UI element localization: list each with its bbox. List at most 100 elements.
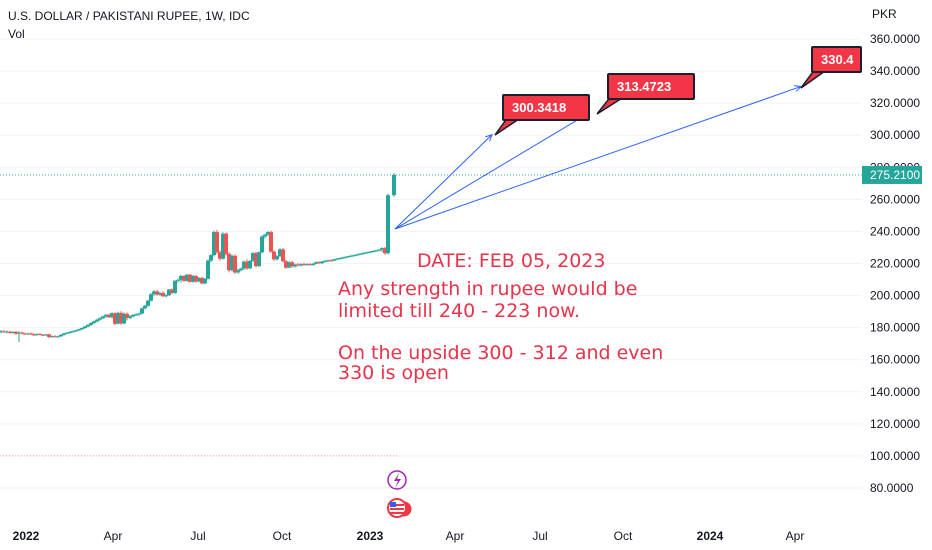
candle <box>305 263 309 266</box>
x-tick-label: Jul <box>532 529 547 543</box>
candle <box>98 317 102 321</box>
candle <box>365 251 369 254</box>
candle <box>89 322 93 327</box>
candle <box>314 261 318 265</box>
y-tick-label: 100.0000 <box>870 449 920 463</box>
candle <box>335 258 339 261</box>
volume-label[interactable]: Vol <box>8 27 25 41</box>
price-grid <box>0 38 862 489</box>
candle <box>65 331 69 335</box>
candle <box>320 260 324 264</box>
candle <box>47 333 51 339</box>
candle <box>158 291 162 296</box>
candle <box>311 262 315 266</box>
candle <box>26 332 30 336</box>
candle <box>50 335 54 338</box>
candle <box>161 291 165 298</box>
candle <box>317 261 321 264</box>
symbol-title[interactable]: U.S. DOLLAR / PAKISTANI RUPEE, 1W, IDC <box>8 9 250 23</box>
candles <box>0 173 396 343</box>
candle <box>86 324 90 328</box>
candle <box>362 252 366 255</box>
target-arrow-2[interactable] <box>394 113 589 230</box>
candle <box>2 329 6 333</box>
candle <box>95 318 99 323</box>
candle <box>125 312 129 321</box>
candle <box>353 254 357 257</box>
candle <box>275 255 279 261</box>
target-callout-1[interactable]: 300.3418 <box>502 94 590 121</box>
candle <box>71 330 75 333</box>
candle <box>11 331 15 334</box>
target-arrow-3[interactable] <box>394 85 802 230</box>
candle <box>134 313 138 317</box>
candle <box>221 232 225 260</box>
candle <box>338 257 342 260</box>
candle <box>296 262 300 267</box>
target-arrowhead <box>793 85 803 92</box>
candle <box>92 320 96 325</box>
x-tick-label: Jul <box>190 529 205 543</box>
candle <box>200 276 204 285</box>
target-arrow-1[interactable] <box>394 134 493 230</box>
candle <box>191 275 195 283</box>
candle <box>101 315 105 320</box>
candle <box>74 329 78 333</box>
candle <box>0 330 3 334</box>
candle <box>188 273 192 283</box>
candle <box>113 312 117 326</box>
candle <box>140 307 144 315</box>
y-tick-label: 160.0000 <box>870 353 920 367</box>
candle <box>35 333 39 336</box>
candle <box>182 275 186 282</box>
us-flag-icon[interactable] <box>387 498 413 518</box>
candle <box>116 311 120 325</box>
candle <box>359 252 363 256</box>
x-tick-label: 2024 <box>697 529 724 543</box>
candle <box>254 251 258 268</box>
candle <box>227 252 231 273</box>
y-tick-label: 360.0000 <box>870 32 920 46</box>
candle <box>107 313 111 319</box>
time-axis[interactable]: 2022 Apr Jul Oct 2023 Apr Jul Oct 2024 Apr <box>13 529 805 543</box>
candle <box>236 268 240 274</box>
candle <box>5 330 9 334</box>
candle <box>206 259 210 280</box>
target-callout-3[interactable]: 330.4 <box>811 46 862 73</box>
candle <box>251 252 255 262</box>
candle <box>329 259 333 262</box>
candle <box>167 288 171 296</box>
candle <box>299 263 303 267</box>
candle <box>326 259 330 262</box>
candle <box>203 277 207 285</box>
candle <box>143 304 147 310</box>
candle <box>260 235 264 254</box>
candle <box>377 249 381 252</box>
candle <box>119 311 123 325</box>
price-axis[interactable]: PKR360.0000340.0000320.0000300.0000280.0… <box>862 0 932 550</box>
candle <box>323 260 327 263</box>
currency-label: PKR <box>872 7 897 21</box>
candle <box>344 256 348 259</box>
candle <box>248 259 252 270</box>
candle <box>104 313 108 318</box>
lightning-icon[interactable] <box>387 470 407 490</box>
event-icons[interactable] <box>387 470 413 518</box>
candle <box>308 263 312 266</box>
target-callout-2[interactable]: 313.4723 <box>607 73 695 100</box>
y-tick-label: 340.0000 <box>870 64 920 78</box>
y-tick-label: 200.0000 <box>870 289 920 303</box>
annotation-date: DATE: FEB 05, 2023 <box>417 250 606 272</box>
y-tick-label: 300.0000 <box>870 128 920 142</box>
candle <box>38 333 42 336</box>
target-arrows[interactable] <box>394 68 831 230</box>
candle <box>239 267 243 272</box>
price-axis-bg <box>862 0 932 550</box>
x-tick-label: Apr <box>786 529 805 543</box>
candle <box>14 330 18 335</box>
candle <box>347 255 351 258</box>
y-tick-label: 120.0000 <box>870 417 920 431</box>
candle <box>269 230 273 253</box>
candle <box>371 250 375 253</box>
